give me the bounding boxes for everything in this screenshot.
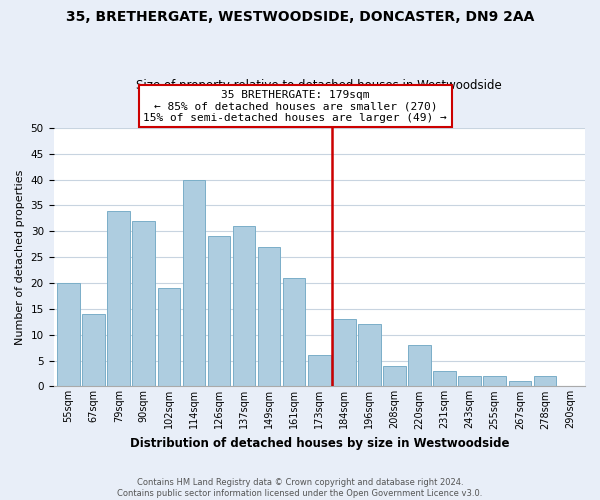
Bar bbox=[233, 226, 256, 386]
Bar bbox=[57, 283, 80, 387]
Bar bbox=[408, 345, 431, 387]
Bar bbox=[333, 319, 356, 386]
Bar bbox=[82, 314, 105, 386]
Bar bbox=[158, 288, 180, 386]
Bar bbox=[383, 366, 406, 386]
Y-axis label: Number of detached properties: Number of detached properties bbox=[15, 170, 25, 345]
Bar bbox=[107, 210, 130, 386]
Bar bbox=[182, 180, 205, 386]
Bar bbox=[433, 371, 456, 386]
Bar bbox=[358, 324, 380, 386]
Bar bbox=[509, 381, 531, 386]
Bar bbox=[208, 236, 230, 386]
Bar bbox=[133, 221, 155, 386]
Bar bbox=[258, 247, 280, 386]
Text: 35, BRETHERGATE, WESTWOODSIDE, DONCASTER, DN9 2AA: 35, BRETHERGATE, WESTWOODSIDE, DONCASTER… bbox=[66, 10, 534, 24]
X-axis label: Distribution of detached houses by size in Westwoodside: Distribution of detached houses by size … bbox=[130, 437, 509, 450]
Bar bbox=[533, 376, 556, 386]
Bar bbox=[458, 376, 481, 386]
Bar bbox=[283, 278, 305, 386]
Bar bbox=[484, 376, 506, 386]
Text: 35 BRETHERGATE: 179sqm
← 85% of detached houses are smaller (270)
15% of semi-de: 35 BRETHERGATE: 179sqm ← 85% of detached… bbox=[143, 90, 447, 122]
Text: Contains HM Land Registry data © Crown copyright and database right 2024.
Contai: Contains HM Land Registry data © Crown c… bbox=[118, 478, 482, 498]
Title: Size of property relative to detached houses in Westwoodside: Size of property relative to detached ho… bbox=[136, 79, 502, 92]
Bar bbox=[308, 356, 331, 386]
